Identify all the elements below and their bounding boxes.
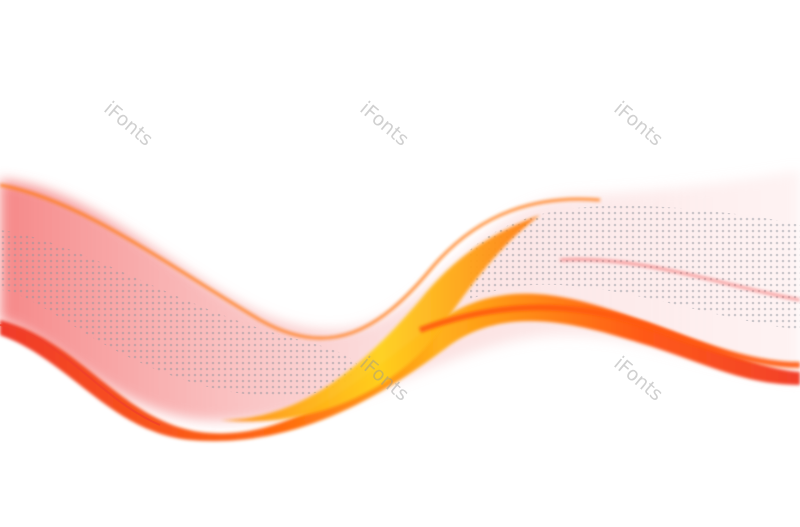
dotted-mesh-left <box>0 230 359 397</box>
dotted-mesh-right <box>470 205 800 330</box>
red-edge-stroke <box>0 324 161 426</box>
upper-orange-stroke <box>0 183 601 340</box>
red-right-stroke <box>559 257 800 302</box>
orange-lower-stroke <box>418 304 800 368</box>
yellow-highlight-ribbon <box>220 215 540 422</box>
